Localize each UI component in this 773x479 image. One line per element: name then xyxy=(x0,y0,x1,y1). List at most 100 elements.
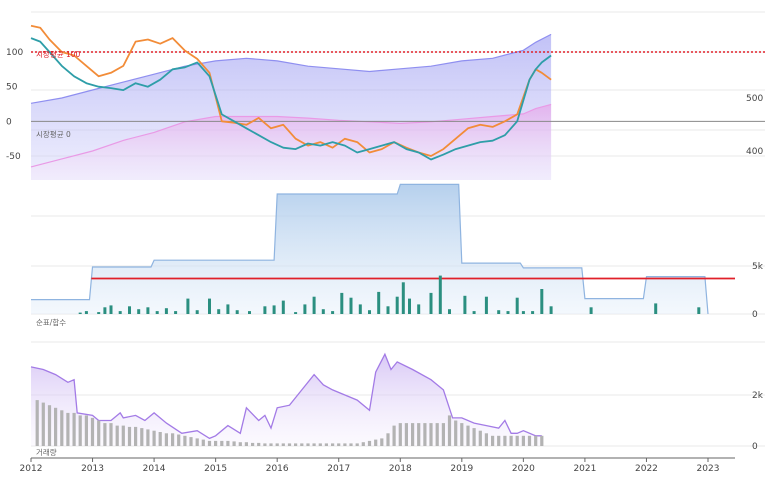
x-tick-label: 2014 xyxy=(143,464,166,474)
bar xyxy=(248,311,251,314)
bar xyxy=(103,423,107,446)
bar xyxy=(195,438,199,446)
bar xyxy=(294,312,298,314)
step-band-area xyxy=(31,184,708,314)
bar xyxy=(208,298,211,314)
bar xyxy=(84,415,88,446)
bar xyxy=(377,291,381,314)
right-tick-label: 500 xyxy=(746,94,763,104)
bar xyxy=(429,292,433,314)
right-tick-label: 5k xyxy=(752,262,764,272)
bar xyxy=(463,295,467,314)
bar xyxy=(331,443,335,446)
bar xyxy=(531,311,535,314)
bar xyxy=(140,428,144,446)
bar xyxy=(263,306,267,314)
bar xyxy=(303,304,307,314)
bar xyxy=(72,412,76,446)
bar xyxy=(251,442,255,446)
bar xyxy=(115,425,119,446)
bar xyxy=(78,312,82,314)
bar xyxy=(109,423,113,446)
bar xyxy=(386,433,390,447)
bar xyxy=(435,423,439,446)
series-line-0 xyxy=(30,24,552,157)
bar xyxy=(201,439,205,446)
bar xyxy=(257,442,261,446)
x-tick-label: 2022 xyxy=(635,464,658,474)
bar xyxy=(97,420,101,446)
x-tick-label: 2020 xyxy=(512,464,535,474)
bar xyxy=(460,423,464,446)
bar xyxy=(497,310,501,314)
bar xyxy=(90,417,95,446)
bottom-axis-label: 거래량 xyxy=(36,448,57,457)
bar xyxy=(401,282,405,314)
bar xyxy=(515,435,519,446)
left-tick-label: 50 xyxy=(6,83,18,93)
bar xyxy=(84,311,88,314)
bar xyxy=(244,442,248,446)
bar xyxy=(478,430,482,446)
bar xyxy=(128,306,131,314)
bar xyxy=(417,423,421,446)
x-tick-label: 2019 xyxy=(450,464,473,474)
x-tick-label: 2021 xyxy=(573,464,596,474)
bar xyxy=(127,426,132,446)
bar xyxy=(506,311,510,314)
bar xyxy=(103,307,107,314)
bar xyxy=(343,443,347,446)
step-band-line xyxy=(31,183,709,315)
bar xyxy=(589,307,593,314)
bar xyxy=(441,423,445,446)
bar xyxy=(423,423,427,446)
bar xyxy=(287,443,292,446)
band-line-0 xyxy=(30,33,552,104)
bar xyxy=(318,443,322,446)
bar xyxy=(484,296,488,314)
x-tick-label: 2018 xyxy=(389,464,412,474)
bar xyxy=(349,443,353,446)
bar xyxy=(97,312,101,314)
bar xyxy=(109,305,113,314)
x-tick-label: 2017 xyxy=(327,464,350,474)
bar xyxy=(521,311,525,314)
bar xyxy=(272,305,276,314)
volume-line xyxy=(30,352,542,440)
bar xyxy=(281,300,285,314)
bar xyxy=(263,443,267,446)
bar xyxy=(214,440,218,446)
bar xyxy=(454,420,458,446)
bar xyxy=(540,289,544,314)
bar xyxy=(447,415,452,446)
bar xyxy=(269,443,273,446)
bar xyxy=(183,435,187,446)
bar xyxy=(380,438,384,446)
ref-label-0: 시장평균 0 xyxy=(36,129,71,139)
bar xyxy=(497,435,501,446)
bar xyxy=(395,296,399,314)
bar xyxy=(312,443,316,446)
bar xyxy=(417,304,421,314)
x-tick-label: 2023 xyxy=(697,464,720,474)
bar xyxy=(60,410,64,446)
bar xyxy=(186,298,190,314)
bar xyxy=(281,443,285,446)
bar xyxy=(177,434,181,446)
left-tick-label: -50 xyxy=(6,152,21,162)
ref-label-100: 시장평균 100 xyxy=(36,49,81,59)
bar xyxy=(374,439,378,446)
bar xyxy=(312,296,316,314)
right-tick-label: 400 xyxy=(746,147,763,157)
bar xyxy=(275,443,279,446)
bar xyxy=(217,309,221,314)
bar xyxy=(306,443,310,446)
bar xyxy=(549,306,553,314)
bar xyxy=(697,307,701,314)
bar xyxy=(337,443,341,446)
band-area-1 xyxy=(31,104,552,180)
left-tick-label: 0 xyxy=(6,117,12,127)
bar xyxy=(171,433,175,447)
bar xyxy=(158,432,162,446)
bar xyxy=(515,297,519,314)
